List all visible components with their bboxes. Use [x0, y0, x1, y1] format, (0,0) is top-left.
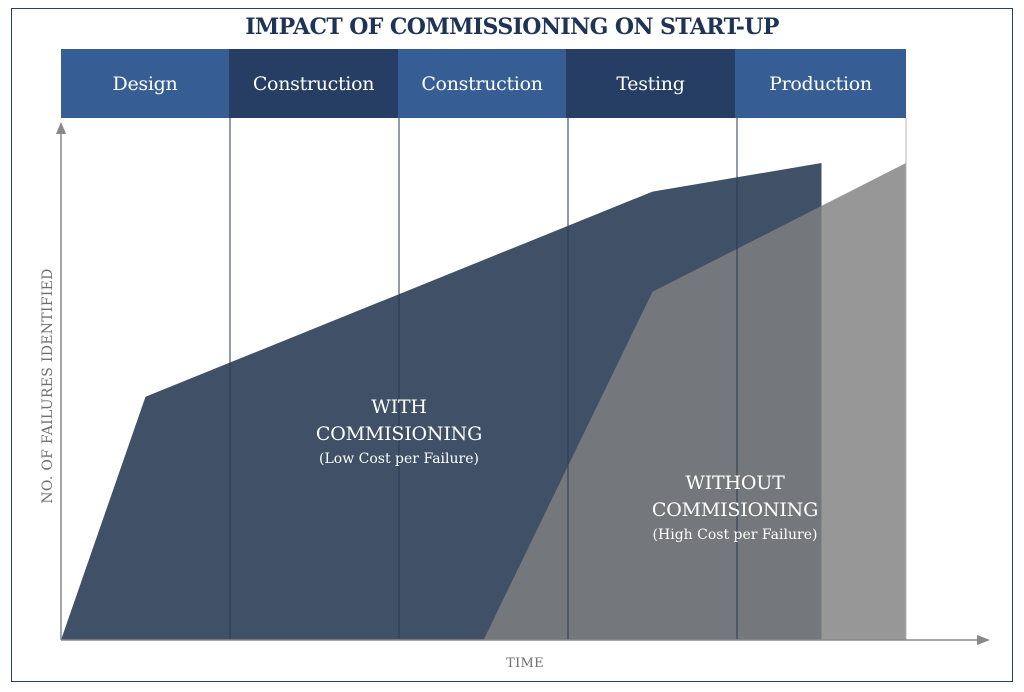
without-label-note: (High Cost per Failure) [652, 527, 818, 543]
phase-dividers [229, 118, 907, 640]
phase-header: Design Construction Construction Testing… [61, 49, 906, 118]
x-axis-arrow-icon [977, 635, 990, 645]
area-without-commissioning [483, 163, 906, 640]
without-label-line-2: COMMISIONING [651, 499, 819, 521]
phase-construction-1: Construction [229, 49, 398, 118]
with-label-line-2: COMMISIONING [315, 423, 483, 445]
phase-testing: Testing [566, 49, 735, 118]
with-label-note: (Low Cost per Failure) [319, 451, 479, 467]
x-axis-label: TIME [506, 656, 544, 671]
axes-group [56, 122, 990, 645]
phase-design: Design [61, 49, 229, 118]
y-axis-label: NO. OF FAILURES IDENTIFIED [40, 268, 56, 504]
without-commissioning-label: WITHOUT COMMISIONING (High Cost per Fail… [620, 470, 850, 546]
without-label-line-1: WITHOUT [685, 472, 785, 494]
y-axis-arrow-icon [56, 122, 66, 134]
chart-title: IMPACT OF COMMISSIONING ON START-UP [245, 14, 779, 40]
phase-construction-2: Construction [398, 49, 566, 118]
with-commissioning-label: WITH COMMISIONING (Low Cost per Failure) [289, 394, 509, 470]
with-label-line-1: WITH [371, 396, 427, 418]
phase-production: Production [735, 49, 906, 118]
area-series-group [61, 163, 906, 640]
